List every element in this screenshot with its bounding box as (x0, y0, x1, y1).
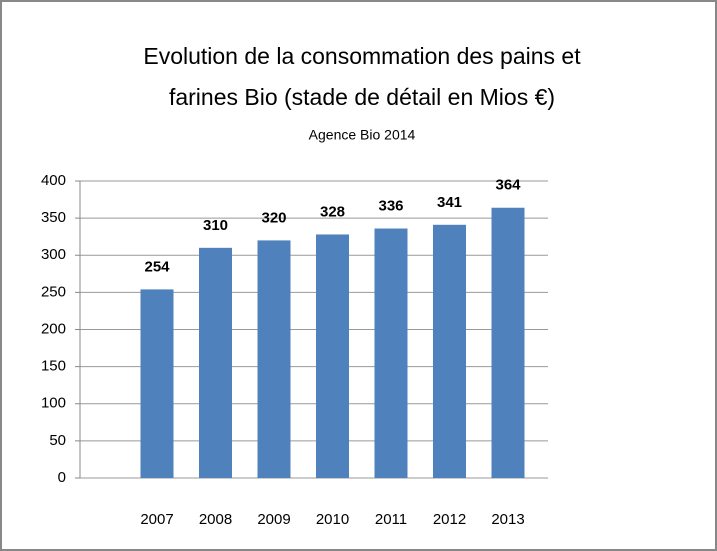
y-tick-label: 200 (41, 320, 66, 337)
y-tick-label: 250 (41, 283, 66, 300)
y-tick-label: 300 (41, 246, 66, 263)
x-tick-label: 2012 (433, 511, 466, 528)
bar (316, 234, 349, 478)
x-tick-label: 2009 (257, 511, 290, 528)
bar (140, 289, 174, 478)
bar (491, 207, 525, 479)
y-tick-label: 0 (58, 469, 66, 486)
y-tick-label: 50 (49, 432, 66, 449)
chart-subtitle: Agence Bio 2014 (309, 127, 416, 143)
x-tick-label: 2011 (375, 511, 407, 528)
value-label: 254 (144, 258, 170, 275)
y-tick-label: 150 (41, 358, 66, 375)
x-tick-label: 2010 (316, 511, 349, 528)
y-tick-label: 350 (41, 209, 66, 226)
value-label: 310 (203, 217, 228, 234)
value-label: 320 (261, 209, 286, 226)
value-label: 341 (437, 194, 462, 211)
bar (199, 247, 232, 478)
bar (257, 240, 291, 478)
value-label: 364 (495, 177, 521, 194)
x-tick-label: 2008 (199, 511, 232, 528)
y-tick-label: 100 (41, 395, 66, 412)
chart-title: farines Bio (stade de détail en Mios €) (169, 84, 555, 110)
x-tick-label: 2007 (140, 511, 173, 528)
y-tick-label: 400 (41, 172, 66, 189)
bar (374, 228, 408, 478)
x-tick-label: 2013 (491, 511, 524, 528)
value-label: 336 (378, 197, 403, 214)
chart-title: Evolution de la consommation des pains e… (143, 43, 581, 69)
value-label: 328 (320, 203, 345, 220)
bar (433, 224, 466, 478)
